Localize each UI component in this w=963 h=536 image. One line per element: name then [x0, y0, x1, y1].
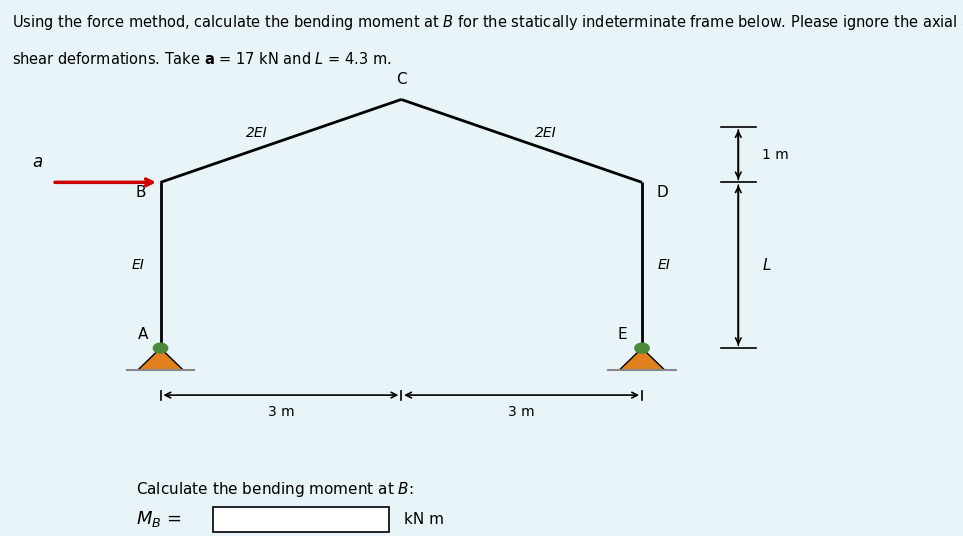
Text: kN m: kN m	[403, 512, 444, 527]
Text: D: D	[657, 185, 668, 200]
Text: Using the force method, calculate the bending moment at $\mathit{B}$ for the sta: Using the force method, calculate the be…	[12, 13, 963, 32]
Text: $M_B$ =: $M_B$ =	[137, 509, 182, 530]
Text: A: A	[138, 327, 148, 342]
Text: 1 m: 1 m	[763, 148, 789, 162]
Text: 3 m: 3 m	[508, 405, 534, 419]
Text: C: C	[396, 72, 406, 87]
Text: EI: EI	[132, 258, 144, 272]
Text: a: a	[33, 153, 42, 172]
Text: 3 m: 3 m	[268, 405, 294, 419]
Text: EI: EI	[658, 258, 671, 272]
Text: E: E	[618, 327, 628, 342]
Text: shear deformations. Take $\mathbf{a}$ = 17 kN and $\mathit{L}$ = 4.3 m.: shear deformations. Take $\mathbf{a}$ = …	[12, 51, 392, 67]
Text: $\mathit{L}$: $\mathit{L}$	[763, 257, 772, 273]
Circle shape	[153, 343, 168, 353]
Polygon shape	[138, 348, 183, 370]
Bar	[213, 507, 389, 532]
Text: Calculate the bending moment at $\mathit{B}$:: Calculate the bending moment at $\mathit…	[137, 480, 414, 498]
Text: B: B	[136, 185, 146, 200]
Circle shape	[635, 343, 649, 353]
Text: 2EI: 2EI	[534, 125, 557, 139]
Text: 2EI: 2EI	[246, 125, 268, 139]
Polygon shape	[619, 348, 664, 370]
